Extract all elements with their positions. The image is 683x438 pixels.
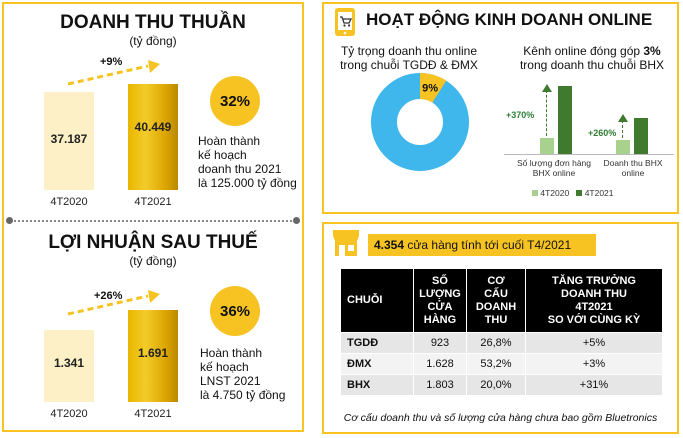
table-row: BHX 1.803 20,0% +31% bbox=[340, 374, 663, 396]
legend-swatch-2021 bbox=[576, 190, 583, 196]
col-store-count: SỐ LƯỢNG CỬA HÀNG bbox=[413, 268, 467, 333]
revenue-value-2021: 40.449 bbox=[134, 120, 172, 134]
profit-bar-2020 bbox=[44, 330, 94, 402]
bhx-group2-label: Doanh thu BHX online bbox=[603, 158, 663, 178]
bhx-revenue-growth: +260% bbox=[588, 128, 617, 138]
bhx-revenue-bar-2021 bbox=[634, 118, 648, 154]
bhx-orders-growth-arrowhead bbox=[542, 84, 552, 92]
divider-dot-left bbox=[6, 217, 13, 224]
table-row: ĐMX 1.628 53,2% +3% bbox=[340, 353, 663, 375]
divider-dot-right bbox=[293, 217, 300, 224]
legend-label-2021: 4T2021 bbox=[584, 188, 614, 198]
bhx-orders-growth: +370% bbox=[506, 110, 535, 120]
profit-xlabel-2020: 4T2020 bbox=[50, 408, 88, 420]
bhx-orders-bar-2020 bbox=[540, 138, 554, 154]
store-count-banner: 4.354 cửa hàng tính tới cuối T4/2021 bbox=[368, 234, 596, 256]
col-growth: TĂNG TRƯỞNG DOANH THU 4T2021 SO VỚI CÙNG KỲ bbox=[525, 268, 663, 333]
legend-swatch-2020 bbox=[532, 190, 538, 196]
bhx-legend: 4T2020 4T2021 bbox=[532, 188, 614, 198]
profit-xlabel-2021: 4T2021 bbox=[134, 408, 172, 420]
bhx-revenue-growth-arrowhead bbox=[618, 114, 628, 122]
table-row: TGDĐ 923 26,8% +5% bbox=[340, 332, 663, 354]
left-panel: DOANH THU THUẦN (tỷ đồng) +9% 37.187 40.… bbox=[2, 2, 304, 432]
profit-value-2021: 1.691 bbox=[137, 346, 169, 360]
profit-completion-badge: 36% bbox=[210, 286, 260, 336]
store-count-text: cửa hàng tính tới cuối T4/2021 bbox=[404, 238, 572, 252]
bhx-orders-bar-2021 bbox=[558, 86, 572, 154]
bhx-revenue-growth-line bbox=[622, 120, 623, 138]
store-count-value: 4.354 bbox=[374, 238, 405, 252]
donut-label: 9% bbox=[422, 82, 438, 94]
col-revenue-mix: CƠ CẤU DOANH THU bbox=[466, 268, 526, 333]
online-share-donut: 9% bbox=[371, 73, 469, 171]
profit-completion-note: Hoàn thành kế hoạch LNST 2021 là 4.750 t… bbox=[200, 346, 286, 402]
profit-title: LỢI NHUẬN SAU THUẾ bbox=[48, 232, 258, 253]
bhx-axis bbox=[504, 154, 674, 155]
online-panel: HOẠT ĐỘNG KINH DOANH ONLINE Tỷ trọng doa… bbox=[322, 2, 679, 214]
stores-panel: 4.354 cửa hàng tính tới cuối T4/2021 CHU… bbox=[322, 222, 679, 434]
bhx-chart: +370% +260% Số lượng đơn hàng BHX online… bbox=[504, 78, 674, 212]
revenue-xlabel-2021: 4T2021 bbox=[134, 196, 172, 208]
profit-growth-label: +26% bbox=[94, 290, 123, 302]
revenue-title: DOANH THU THUẦN bbox=[60, 12, 246, 33]
revenue-bar-2021 bbox=[128, 84, 178, 190]
pie-caption: Tỷ trọng doanh thu online trong chuỗi TG… bbox=[340, 44, 478, 72]
stores-footnote: Cơ cấu doanh thu và số lượng cửa hàng ch… bbox=[343, 412, 658, 424]
bhx-group1-label: Số lượng đơn hàng BHX online bbox=[516, 158, 592, 178]
store-icon bbox=[333, 230, 359, 256]
profit-growth-arrow bbox=[67, 290, 160, 316]
revenue-growth-arrow bbox=[67, 60, 160, 86]
bhx-caption: Kênh online đóng góp 3% trong doanh thu … bbox=[519, 44, 665, 72]
profit-bar-2021 bbox=[128, 310, 178, 402]
revenue-value-2020: 37.187 bbox=[50, 132, 88, 146]
col-chain: CHUỖI bbox=[340, 268, 414, 333]
bhx-revenue-bar-2020 bbox=[616, 140, 630, 154]
section-divider bbox=[10, 220, 296, 222]
profit-value-2020: 1.341 bbox=[53, 356, 85, 370]
online-title: HOẠT ĐỘNG KINH DOANH ONLINE bbox=[366, 10, 653, 29]
profit-unit: (tỷ đồng) bbox=[129, 254, 177, 268]
revenue-growth-label: +9% bbox=[100, 56, 123, 68]
revenue-unit: (tỷ đồng) bbox=[129, 34, 177, 48]
donut-online-slice bbox=[419, 73, 447, 103]
phone-cart-icon bbox=[335, 8, 355, 36]
revenue-xlabel-2020: 4T2020 bbox=[50, 196, 88, 208]
stores-table: CHUỖI SỐ LƯỢNG CỬA HÀNG CƠ CẤU DOANH THU TĂNG … bbox=[340, 268, 663, 396]
revenue-bar-2020 bbox=[44, 92, 94, 190]
revenue-completion-note: Hoàn thành kế hoạch doanh thu 2021 là 12… bbox=[198, 134, 297, 190]
bhx-orders-growth-line bbox=[546, 90, 547, 136]
revenue-completion-badge: 32% bbox=[210, 76, 260, 126]
legend-label-2020: 4T2020 bbox=[540, 188, 570, 198]
